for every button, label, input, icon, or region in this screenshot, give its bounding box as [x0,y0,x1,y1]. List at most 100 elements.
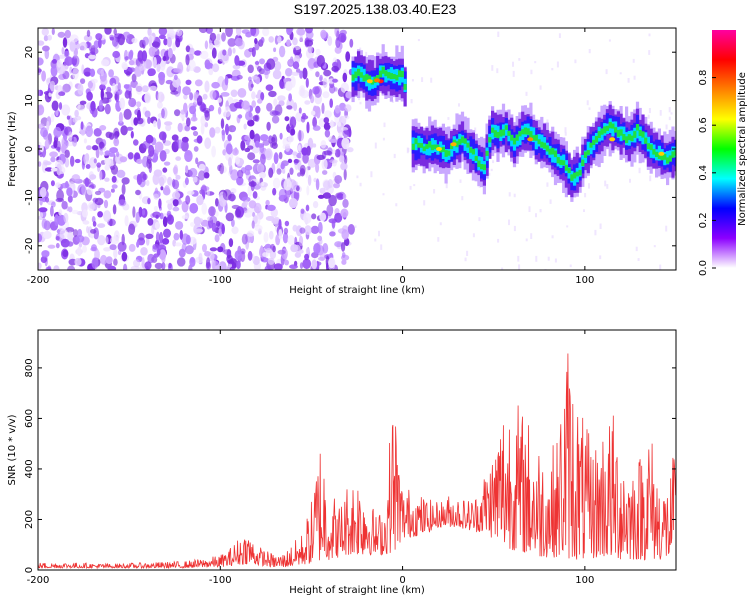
noise-speckle [225,28,233,37]
noise-speckle [75,235,85,243]
noise-speckle [89,47,99,55]
noise-speckle [244,200,249,206]
colorbar-tick-label: 0.6 [698,117,709,133]
ridge-segment [477,160,481,168]
noise-speckle [257,98,263,104]
noise-speckle [319,212,327,222]
faint-speckle [508,219,510,226]
noise-speckle [91,244,97,252]
noise-speckle [98,37,102,49]
faint-speckle [439,222,442,226]
noise-speckle [145,237,150,246]
ridge-segment [480,164,484,170]
noise-speckle [271,137,276,143]
ridge-segment [581,159,585,166]
noise-speckle [53,126,62,138]
noise-speckle [80,78,86,84]
noise-speckle [329,98,334,108]
noise-speckle [104,157,112,166]
snr-y-axis-label: SNR (10 * v/v) [7,414,18,485]
noise-speckle [93,128,102,137]
ridge-hotspot [436,147,442,151]
noise-speckle [113,137,120,147]
noise-speckle [99,149,103,156]
noise-speckle [304,39,314,47]
ridge-segment [441,146,445,152]
faint-speckle [525,238,528,242]
y-tick-label: 800 [24,358,35,377]
ridge-segment [548,148,552,155]
noise-speckle [194,228,203,233]
noise-speckle [175,221,184,230]
noise-speckle [172,77,181,88]
noise-speckle [271,115,280,124]
noise-speckle [147,116,151,124]
faint-speckle [508,192,511,197]
noise-speckle [123,263,128,270]
noise-speckle [159,231,164,244]
noise-speckle [194,93,199,99]
noise-speckle [176,257,186,267]
faint-speckle [635,246,638,252]
noise-speckle [190,116,198,122]
y-tick-label: -10 [24,189,35,205]
noise-speckle [276,168,282,175]
noise-speckle [46,120,50,131]
spectrogram-y-ticks: -20 -10 0 10 20 [24,46,676,254]
noise-speckle [255,105,261,114]
faint-speckle [365,51,368,57]
faint-speckle [513,193,516,198]
ridge-segment [663,153,667,160]
noise-speckle [82,220,90,225]
noise-speckle [104,103,111,115]
noise-speckle [262,28,270,37]
noise-speckle [277,36,282,44]
ridge-segment [428,141,432,148]
noise-speckle [167,47,173,59]
faint-speckle [410,99,413,104]
noise-speckle [231,226,239,235]
noise-speckle [299,262,304,269]
noise-speckle [323,117,330,124]
faint-speckle [360,92,363,98]
noise-speckle [77,103,81,110]
noise-speckle [154,262,163,270]
noise-speckle [38,161,42,167]
noise-speckle [97,235,106,246]
noise-speckle [283,78,287,83]
noise-speckle [115,85,119,91]
noise-speckle [185,234,191,245]
noise-speckle [342,193,347,200]
noise-speckle [77,83,84,95]
noise-speckle [109,147,118,154]
ridge-segment [433,144,437,150]
noise-speckle [198,170,206,181]
noise-speckle [110,236,120,245]
faint-speckle [459,179,462,183]
noise-speckle [79,100,87,105]
ridge-segment [551,148,555,163]
noise-speckle [54,214,60,227]
noise-speckle [274,61,282,72]
noise-speckle [268,135,273,144]
noise-speckle [109,218,113,227]
ridge-segment [622,126,626,139]
noise-speckle [84,177,90,187]
noise-speckle [334,175,343,184]
noise-speckle [192,130,199,137]
noise-speckle [202,243,207,253]
noise-speckle [136,174,143,186]
ridge-segment [611,121,615,137]
noise-speckle [219,162,225,175]
noise-speckle [82,245,87,253]
noise-speckle [63,212,69,223]
noise-speckle [345,91,353,99]
noise-speckle [45,197,50,203]
noise-speckle [160,60,166,71]
ridge-segment [562,154,566,166]
noise-speckle [251,100,256,108]
noise-speckle [299,227,306,234]
noise-speckle [67,231,74,242]
noise-speckle [128,51,133,61]
noise-speckle [135,83,143,95]
